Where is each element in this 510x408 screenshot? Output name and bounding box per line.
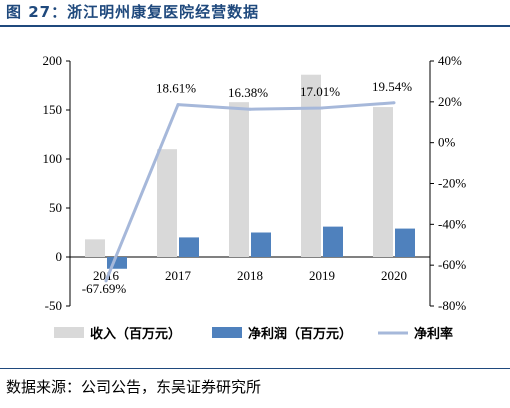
y-right-tick-label: -80% — [438, 298, 466, 313]
net-profit-bar — [107, 257, 127, 269]
net-profit-bar — [323, 226, 343, 257]
y-left-tick-label: 100 — [43, 151, 63, 166]
source-rule — [0, 368, 510, 369]
net-margin-point — [104, 279, 108, 283]
x-tick-label: 2020 — [381, 268, 407, 283]
legend-label-revenue: 收入（百万元） — [90, 326, 181, 342]
y-left-tick-label: 50 — [49, 200, 62, 215]
y-left-tick-label: 200 — [43, 53, 63, 68]
x-tick-label: 2018 — [237, 268, 263, 283]
net-margin-point — [392, 101, 396, 105]
x-tick-label: 2017 — [165, 268, 192, 283]
net-margin-data-label: 16.38% — [228, 85, 268, 100]
x-tick-label: 2019 — [309, 268, 335, 283]
net-profit-bar — [395, 228, 415, 257]
legend-swatch-net-profit — [212, 327, 242, 338]
revenue-bar — [157, 149, 177, 257]
y-right-tick-label: 0% — [438, 135, 456, 150]
net-margin-data-label: 17.01% — [300, 84, 340, 99]
y-right-tick-label: 40% — [438, 53, 462, 68]
y-left-tick-label: 0 — [56, 249, 63, 264]
revenue-bar — [373, 107, 393, 257]
net-margin-data-label: -67.69% — [82, 281, 127, 296]
figure-title: 图 27：浙江明州康复医院经营数据 — [6, 3, 260, 21]
legend-swatch-revenue — [54, 327, 84, 338]
y-right-tick-label: -40% — [438, 216, 466, 231]
y-right-tick-label: -60% — [438, 257, 466, 272]
legend-label-net-profit: 净利润（百万元） — [248, 326, 352, 342]
net-margin-point — [176, 103, 180, 107]
revenue-bar — [85, 239, 105, 257]
legend-label-net-margin: 净利率 — [414, 326, 453, 342]
source-note: 数据来源：公司公告，东吴证券研究所 — [6, 378, 262, 396]
net-profit-bar — [251, 232, 271, 257]
net-margin-data-label: 19.54% — [372, 79, 412, 94]
y-right-tick-label: -20% — [438, 176, 466, 191]
net-margin-data-label: 18.61% — [156, 81, 196, 96]
revenue-bar — [301, 74, 321, 257]
y-left-tick-label: -50 — [45, 298, 62, 313]
net-margin-point — [320, 106, 324, 110]
y-left-tick-label: 150 — [43, 102, 63, 117]
revenue-bar — [229, 102, 249, 257]
net-margin-line — [104, 101, 395, 282]
title-rule — [0, 25, 510, 27]
net-margin-point — [248, 107, 252, 111]
chart: 200 150 100 50 0 -50 40% 20% 0% -20% -40% -60% -80% 2… — [43, 53, 467, 342]
x-tick-label: 2016 — [93, 268, 120, 283]
y-right-tick-label: 20% — [438, 94, 462, 109]
net-profit-bar — [179, 237, 199, 257]
